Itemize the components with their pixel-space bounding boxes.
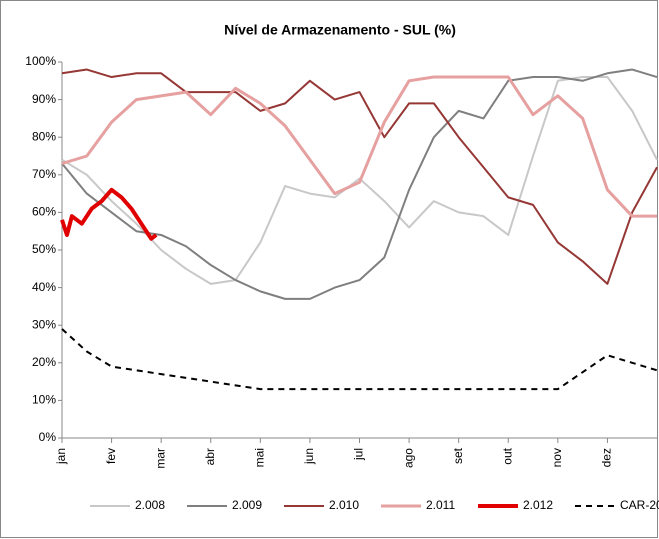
y-tick-label: 80% bbox=[32, 129, 56, 143]
y-tick-label: 0% bbox=[39, 430, 57, 444]
legend-label: 2.012 bbox=[523, 498, 553, 512]
y-tick-label: 90% bbox=[32, 92, 56, 106]
x-tick-label: jan bbox=[54, 448, 68, 465]
legend-label: 2.009 bbox=[232, 498, 262, 512]
y-tick-label: 50% bbox=[32, 242, 56, 256]
y-tick-label: 100% bbox=[25, 54, 56, 68]
series-line bbox=[60, 187, 158, 241]
series-line bbox=[61, 68, 658, 300]
y-tick-label: 10% bbox=[32, 393, 56, 407]
legend-label: CAR-2012 bbox=[620, 498, 659, 512]
x-tick-label: ago bbox=[401, 448, 415, 468]
y-tick-label: 30% bbox=[32, 317, 56, 331]
y-tick-label: 40% bbox=[32, 280, 56, 294]
x-tick-label: out bbox=[500, 447, 514, 464]
x-tick-label: dez bbox=[600, 448, 614, 467]
x-tick-label: abr bbox=[203, 448, 217, 465]
y-tick-label: 70% bbox=[32, 167, 56, 181]
series-line bbox=[61, 328, 658, 391]
legend-label: 2.011 bbox=[426, 498, 455, 512]
x-tick-label: set bbox=[451, 447, 465, 464]
series-line bbox=[61, 75, 657, 218]
legend-label: 2.010 bbox=[329, 498, 359, 512]
x-tick-label: mar bbox=[153, 448, 167, 469]
x-tick-label: nov bbox=[550, 448, 564, 467]
chart-title: Nível de Armazenamento - SUL (%) bbox=[224, 22, 456, 38]
x-tick-label: jun bbox=[302, 448, 316, 465]
x-tick-label: fev bbox=[104, 448, 118, 464]
y-tick-label: 20% bbox=[32, 355, 56, 369]
legend-label: 2.008 bbox=[135, 498, 165, 512]
x-tick-label: mai bbox=[253, 448, 267, 467]
y-tick-label: 60% bbox=[32, 205, 56, 219]
series-line bbox=[61, 68, 658, 285]
x-tick-label: jul bbox=[352, 448, 366, 461]
